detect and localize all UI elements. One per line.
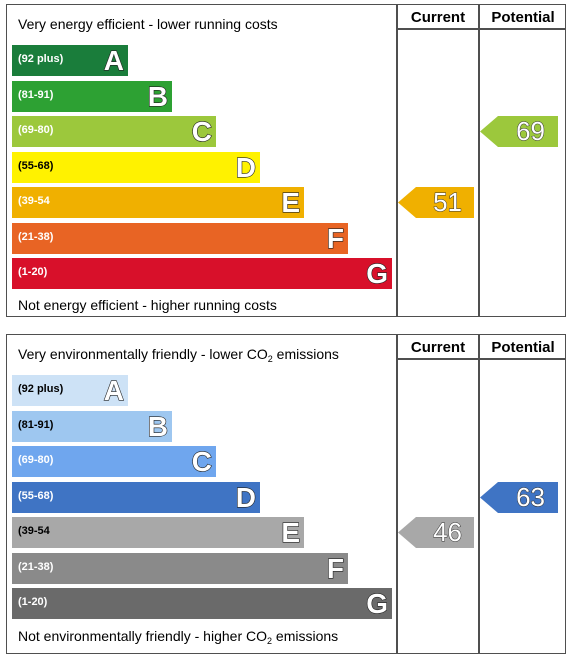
band-f: (21-38) F [12,552,348,584]
band-a: (92 plus) A [12,374,128,407]
band-d: (55-68) D [12,151,260,183]
band-range-label: (1-20) [18,266,48,278]
current-rating-arrow: 46 [398,517,474,548]
band-range-label: (92 plus) [18,53,64,65]
band-letter: B [147,410,168,442]
band-e: (39-54 E [12,186,304,219]
band-d: (55-68) D [12,481,260,513]
band-letter: C [191,445,212,477]
potential-column-header: Potential [491,9,555,26]
band-g: (1-20) G [12,587,392,620]
band-range-label: (69-80) [18,454,54,466]
arrow-shape [480,116,558,147]
chart-frame [6,334,566,654]
band-letter: A [103,374,124,406]
band-a: (92 plus) A [12,44,128,77]
band-range-label: (81-91) [18,418,54,431]
current-rating-value: 51 [433,187,463,218]
potential-rating-arrow: 69 [480,116,558,147]
band-f: (21-38) F [12,222,348,254]
column-divider-current [396,4,398,317]
band-letter: F [326,552,344,584]
band-g: (1-20) G [12,257,392,290]
arrow-shape [398,517,474,548]
band-letter: C [191,115,212,147]
band-range-label: (21-38) [18,230,54,243]
arrow-shape [480,481,558,513]
top-caption-subscript: 2 [267,354,273,364]
top-caption-text: Very environmentally friendly - lower CO [18,346,268,362]
band-range-label: (1-20) [18,596,48,608]
column-divider-potential [478,334,480,654]
header-rule [396,358,566,360]
bottom-caption: Not environmentally friendly - higher CO… [18,628,338,646]
band-range-label: (39-54 [18,195,50,207]
current-rating-value: 46 [433,517,463,548]
bottom-caption-text: Not environmentally friendly - higher CO [18,628,267,644]
column-divider-current [396,334,398,654]
band-range-label: (81-91) [18,88,54,101]
band-letter: B [147,80,168,112]
energy-efficiency-chart: Current Potential Very energy efficient … [0,0,573,320]
chart-frame [6,4,566,317]
potential-rating-value: 69 [516,116,546,147]
arrow-shape [398,187,474,218]
band-letter: D [235,481,256,513]
band-c: (69-80) C [12,115,216,148]
header-rule [396,28,566,30]
band-letter: F [326,222,344,254]
bottom-caption: Not energy efficient - higher running co… [18,297,277,313]
band-letter: E [281,186,301,218]
band-range-label: (69-80) [18,124,54,136]
top-caption: Very energy efficient - lower running co… [18,16,278,32]
band-e: (39-54 E [12,516,304,549]
band-range-label: (39-54 [18,525,50,537]
band-range-label: (55-68) [18,159,54,172]
current-rating-arrow: 51 [398,187,474,218]
potential-rating-arrow: 63 [480,481,558,513]
bottom-caption-subscript: 2 [267,636,273,646]
top-caption-end: emissions [272,346,339,362]
environmental-impact-chart: Current Potential Very environmentally f… [0,330,573,655]
band-c: (69-80) C [12,445,216,478]
band-letter: D [235,151,256,183]
potential-rating-value: 63 [516,481,546,512]
band-letter: G [366,587,389,619]
bottom-caption-end: emissions [272,628,339,644]
current-column-header: Current [410,9,466,26]
top-caption: Very environmentally friendly - lower CO… [18,346,339,364]
potential-column-header: Potential [491,339,555,356]
band-range-label: (92 plus) [18,383,64,395]
band-b: (81-91) B [12,410,172,442]
band-range-label: (55-68) [18,489,54,502]
band-letter: A [103,44,124,76]
column-divider-potential [478,4,480,317]
current-column-header: Current [410,339,466,356]
band-range-label: (21-38) [18,560,54,573]
band-b: (81-91) B [12,80,172,112]
band-letter: E [281,516,301,548]
band-letter: G [366,257,389,289]
